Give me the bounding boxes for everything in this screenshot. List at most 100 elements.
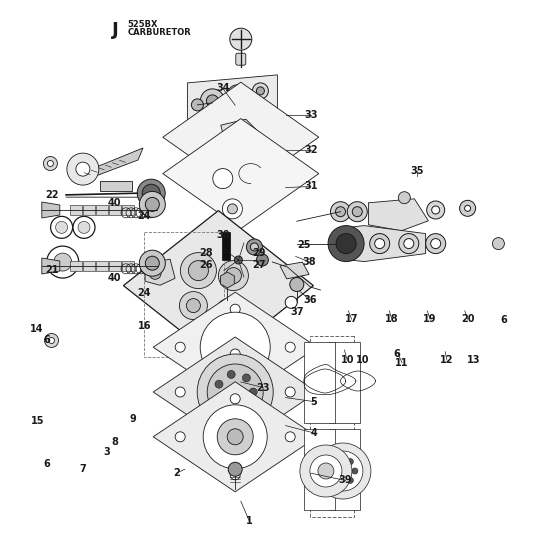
Circle shape [186,298,200,312]
Circle shape [329,473,335,479]
Circle shape [227,429,243,445]
Circle shape [230,394,240,404]
Bar [144,232,224,357]
Polygon shape [109,261,121,271]
Circle shape [426,234,446,254]
Circle shape [149,267,161,279]
Text: 525BX: 525BX [128,20,158,29]
Circle shape [337,480,343,486]
Polygon shape [221,119,259,147]
Circle shape [249,388,257,396]
Circle shape [246,239,263,255]
Polygon shape [42,258,60,274]
Circle shape [49,338,54,343]
Circle shape [78,221,90,234]
Text: 21: 21 [45,265,58,276]
Text: 7: 7 [80,464,86,474]
Text: 28: 28 [199,248,213,258]
Circle shape [200,89,225,113]
Bar [329,429,360,510]
Circle shape [139,250,165,276]
Text: 32: 32 [304,145,318,155]
Text: 9: 9 [129,414,136,424]
Circle shape [310,455,342,487]
Text: 16: 16 [138,321,151,331]
Circle shape [215,380,223,388]
Circle shape [227,371,235,379]
Polygon shape [122,261,134,271]
Text: 29: 29 [252,248,265,258]
Text: 38: 38 [303,257,316,267]
Polygon shape [188,75,277,138]
Text: 27: 27 [252,260,265,270]
Circle shape [50,216,73,239]
Text: 11: 11 [395,358,409,368]
Text: 35: 35 [410,166,424,176]
Circle shape [146,198,160,212]
Circle shape [218,260,249,291]
Circle shape [197,354,273,430]
Circle shape [335,207,346,217]
Circle shape [465,206,470,211]
Circle shape [258,139,274,155]
Circle shape [256,87,264,95]
Circle shape [492,237,505,250]
Circle shape [203,405,267,469]
Bar [222,232,230,260]
Polygon shape [368,199,428,231]
Circle shape [235,256,242,264]
Bar [310,336,354,517]
Text: 17: 17 [345,314,358,324]
Text: 18: 18 [385,314,399,324]
Circle shape [300,445,352,497]
Circle shape [216,298,240,323]
Circle shape [175,432,185,442]
Circle shape [253,83,268,99]
Text: 6: 6 [393,349,400,360]
Text: 24: 24 [138,288,151,298]
Circle shape [285,432,295,442]
Text: 2: 2 [173,468,180,478]
Circle shape [318,463,334,479]
Text: 37: 37 [290,307,304,318]
Circle shape [207,364,263,420]
Polygon shape [83,205,95,215]
Text: CARBURETOR: CARBURETOR [128,28,192,37]
Polygon shape [83,261,95,271]
Text: 5: 5 [310,396,317,407]
Bar [329,342,360,423]
Polygon shape [100,181,132,192]
Circle shape [242,374,250,382]
Circle shape [347,459,353,465]
Circle shape [352,468,358,474]
Circle shape [230,380,240,390]
Circle shape [230,304,240,314]
Circle shape [45,334,59,348]
Circle shape [432,206,440,214]
Text: 15: 15 [31,416,45,426]
Text: 40: 40 [108,273,122,283]
Circle shape [250,243,258,251]
Text: 34: 34 [216,83,230,94]
Circle shape [227,85,248,105]
FancyBboxPatch shape [236,53,246,65]
Circle shape [192,99,203,111]
Circle shape [232,90,242,100]
Circle shape [76,162,90,176]
Text: 25: 25 [297,240,311,250]
Polygon shape [153,292,317,402]
Text: 20: 20 [461,314,474,324]
Circle shape [213,169,233,189]
Circle shape [180,253,216,288]
Circle shape [323,451,363,491]
Text: 4: 4 [310,428,317,438]
Text: 10: 10 [340,355,354,365]
Circle shape [217,419,253,455]
Text: 24: 24 [138,211,151,221]
Circle shape [339,467,347,475]
Circle shape [227,405,235,413]
Circle shape [398,192,410,204]
Circle shape [460,200,475,216]
Circle shape [427,201,445,219]
Circle shape [329,463,335,469]
